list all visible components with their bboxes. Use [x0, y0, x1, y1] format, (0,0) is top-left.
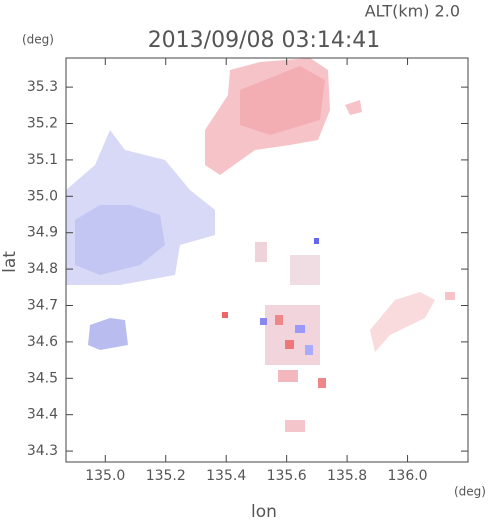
x-tick-label: 135.4 [206, 468, 246, 484]
y-tick-label: 35.1 [27, 152, 58, 168]
y-unit: (deg) [22, 33, 54, 47]
y-axis-label: lat [0, 251, 20, 273]
x-tick-label: 136.0 [388, 468, 428, 484]
x-tick-label: 135.6 [267, 468, 307, 484]
echo-red [240, 66, 325, 135]
y-tick-label: 34.6 [27, 334, 58, 350]
echo-field [66, 58, 455, 432]
x-tick-label: 135.8 [327, 468, 367, 484]
y-tick-label: 34.7 [27, 297, 58, 313]
y-tick-label: 34.9 [27, 225, 58, 241]
altitude: ALT(km) 2.0 [365, 2, 460, 21]
echo-red [370, 292, 435, 352]
echo-scatter [222, 238, 455, 432]
x-tick-label: 135.0 [85, 468, 125, 484]
y-tick-label: 34.4 [27, 407, 58, 423]
y-tick-label: 34.3 [27, 443, 58, 459]
echo-blue [88, 318, 128, 350]
y-tick-label: 35.0 [27, 188, 58, 204]
echo-red [345, 100, 362, 115]
plot-frame [65, 57, 469, 463]
x-unit: (deg) [454, 485, 486, 499]
y-tick-label: 35.2 [27, 116, 58, 132]
echo-blue [75, 205, 165, 275]
y-tick-label: 35.3 [27, 79, 58, 95]
y-tick-label: 34.5 [27, 370, 58, 386]
x-axis-label: lon [251, 502, 277, 521]
y-tick-label: 34.8 [27, 261, 58, 277]
chart-title: 2013/09/08 03:14:41 [148, 28, 381, 53]
x-tick-label: 135.2 [146, 468, 186, 484]
